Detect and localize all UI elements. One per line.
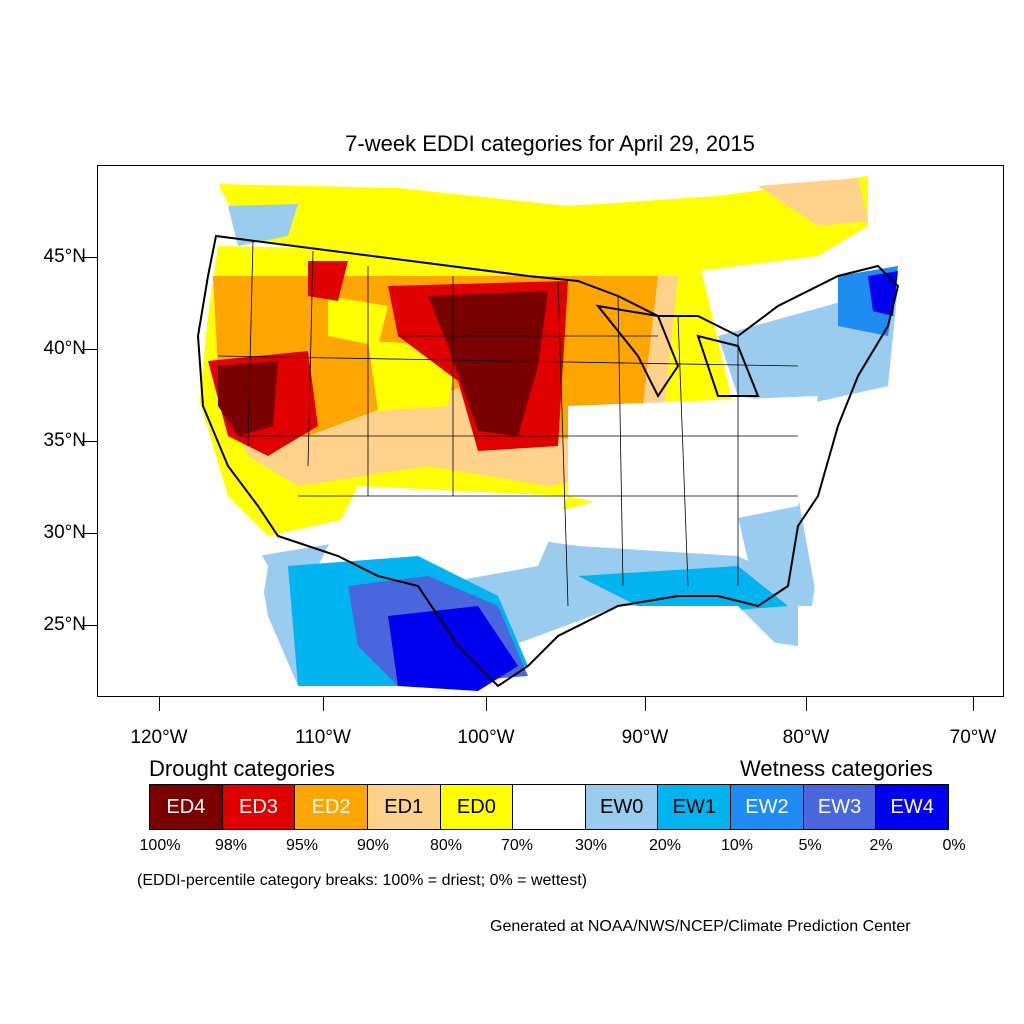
lon-tick: [159, 697, 160, 711]
lat-tick: [82, 349, 97, 350]
lat-label-40n: 40°N: [43, 338, 86, 359]
lon-label-120w: 120°W: [130, 727, 188, 748]
pacific-ocean: [98, 166, 268, 696]
credit-line: Generated at NOAA/NWS/NCEP/Climate Predi…: [490, 918, 911, 935]
ew4-south-texas: [388, 606, 518, 691]
break-label: 0%: [942, 837, 966, 854]
lat-label-35n: 35°N: [43, 430, 86, 451]
lat-label-45n: 45°N: [43, 246, 86, 267]
legend-swatch-ed3: ED3: [221, 784, 295, 830]
ew1-gulf: [578, 566, 788, 616]
ew0-southeast: [738, 496, 818, 606]
legend-swatch-ed2: ED2: [294, 784, 367, 830]
break-label: 70%: [500, 837, 534, 854]
legend-swatch-ed0: ED0: [439, 784, 513, 830]
break-label: 80%: [429, 837, 463, 854]
lon-label-70w: 70°W: [949, 727, 997, 748]
lon-label-80w: 80°W: [782, 727, 830, 748]
lat-label-25n: 25°N: [43, 614, 86, 635]
us-outline: [196, 234, 900, 688]
great-lakes-outline: [595, 304, 760, 398]
ew4-maine: [868, 271, 898, 316]
category-legend: ED4 ED3 ED2 ED1 ED0 EW0 EW1 EW2 EW3 EW4: [149, 784, 950, 830]
lat-tick: [82, 257, 97, 258]
lat-tick: [82, 625, 97, 626]
lon-tick: [323, 697, 324, 711]
break-label: 95%: [285, 837, 319, 854]
state-borders: [217, 240, 799, 607]
lon-label-100w: 100°W: [457, 727, 515, 748]
lon-tick: [973, 697, 974, 711]
break-label: 2%: [869, 837, 893, 854]
break-label: 98%: [214, 837, 248, 854]
break-label: 5%: [798, 837, 822, 854]
atlantic-ocean: [798, 227, 1003, 696]
lat-tick: [82, 441, 97, 442]
canada-wet-patch: [228, 204, 298, 246]
lon-tick: [486, 697, 487, 711]
break-label: 10%: [720, 837, 754, 854]
lat-tick: [82, 533, 97, 534]
ed0-interior-2: [328, 296, 388, 346]
legend-swatch-ew4: EW4: [875, 784, 950, 830]
lon-tick: [645, 697, 646, 711]
neutral-east: [568, 396, 818, 526]
break-label: 20%: [648, 837, 682, 854]
break-note: (EDDI-percentile category breaks: 100% =…: [137, 872, 587, 889]
lon-tick: [806, 697, 807, 711]
break-label: 90%: [356, 837, 390, 854]
legend-swatch-ew1: EW1: [657, 784, 731, 830]
break-label: 100%: [139, 837, 181, 854]
ed3-montana: [308, 261, 348, 301]
lon-label-90w: 90°W: [621, 727, 669, 748]
legend-swatch-ed1: ED1: [366, 784, 440, 830]
canada-peach-region: [758, 178, 868, 226]
map-title: 7-week EDDI categories for April 29, 201…: [345, 131, 755, 156]
legend-swatch-ew3: EW3: [802, 784, 876, 830]
map-frame: [97, 165, 1004, 697]
legend-swatch-ed4: ED4: [149, 784, 222, 830]
eddi-map: [98, 166, 1003, 696]
legend-swatch-ew2: EW2: [730, 784, 803, 830]
drought-heading: Drought categories: [149, 756, 335, 781]
wetness-heading: Wetness categories: [740, 756, 933, 781]
ed4-nevada: [218, 361, 278, 436]
break-label: 30%: [574, 837, 608, 854]
lat-label-30n: 30°N: [43, 522, 86, 543]
legend-swatch-ew0: EW0: [584, 784, 658, 830]
lon-label-110w: 110°W: [295, 727, 351, 748]
gulf-of-mexico: [528, 606, 788, 696]
ed4-dakotas: [428, 291, 548, 436]
legend-swatch-neutral: [512, 784, 585, 830]
